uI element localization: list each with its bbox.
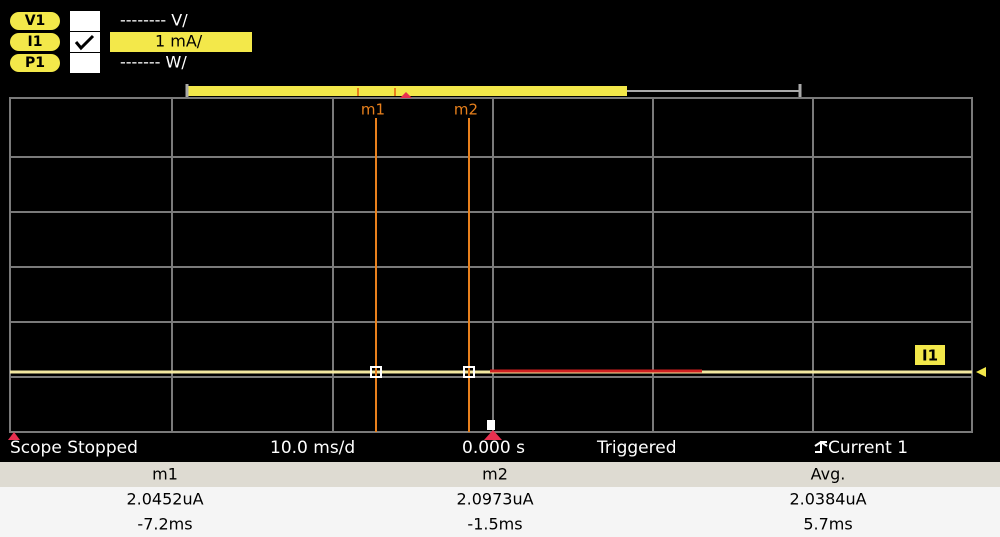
table-header: Avg. bbox=[811, 465, 846, 484]
measure-table: m1 m2 Avg. 2.0452uA 2.0973uA 2.0384uA -7… bbox=[126, 465, 866, 534]
marker-point bbox=[463, 366, 475, 378]
channel-checkbox[interactable] bbox=[70, 53, 100, 73]
grid bbox=[9, 97, 973, 433]
status-timebase: 10.0 ms/d bbox=[270, 438, 355, 458]
channel-list: V1 -------- V/ I1 1 mA/ P1 ------- W/ bbox=[10, 11, 252, 73]
scope-background bbox=[0, 0, 1000, 462]
trigger-slope-icon bbox=[814, 440, 828, 453]
table-row-bg bbox=[0, 487, 1000, 512]
record-window bbox=[187, 86, 627, 96]
check-mark bbox=[74, 34, 95, 51]
channel-label: V1 bbox=[25, 13, 46, 29]
channel-pill[interactable] bbox=[10, 33, 60, 51]
ground-arrow bbox=[8, 432, 20, 440]
marker-label: m1 bbox=[361, 101, 385, 119]
table-row-bg bbox=[0, 512, 1000, 537]
marker-point bbox=[370, 366, 382, 378]
table-cell: 2.0452uA bbox=[126, 490, 203, 509]
trigger-point bbox=[487, 420, 495, 430]
grid-border bbox=[9, 97, 973, 433]
trace-label-box bbox=[915, 345, 945, 365]
table-cell: 2.0384uA bbox=[789, 490, 866, 509]
status-trigger: Triggered bbox=[596, 438, 677, 458]
channel-label: P1 bbox=[25, 55, 45, 71]
channel-scale: 1 mA/ bbox=[155, 32, 203, 51]
table-cell: -1.5ms bbox=[467, 515, 522, 534]
table-header-bg bbox=[0, 462, 1000, 487]
trigger-indicator bbox=[400, 92, 412, 98]
channel-pill[interactable] bbox=[10, 12, 60, 30]
trace-label: I1 bbox=[922, 347, 938, 365]
channel-checkbox[interactable] bbox=[70, 11, 100, 31]
status-bar: Scope Stopped 10.0 ms/d 0.000 s Triggere… bbox=[10, 438, 908, 458]
channel-label: I1 bbox=[28, 34, 43, 50]
channel-highlight bbox=[110, 32, 252, 52]
status-source: Current 1 bbox=[828, 438, 908, 458]
channel-scale: -------- V/ bbox=[120, 11, 188, 30]
table-header: m1 bbox=[152, 465, 178, 484]
channel-scale: ------- W/ bbox=[120, 53, 187, 72]
table-cell: 5.7ms bbox=[803, 515, 852, 534]
table-header: m2 bbox=[482, 465, 508, 484]
trigger-arrow bbox=[484, 430, 502, 440]
table-cell: 2.0973uA bbox=[456, 490, 533, 509]
trace-arrow bbox=[976, 367, 986, 377]
status-offset: 0.000 s bbox=[462, 438, 525, 458]
table-cell: -7.2ms bbox=[137, 515, 192, 534]
marker-label: m2 bbox=[454, 101, 478, 119]
channel-pill[interactable] bbox=[10, 54, 60, 72]
status-state: Scope Stopped bbox=[10, 438, 138, 458]
